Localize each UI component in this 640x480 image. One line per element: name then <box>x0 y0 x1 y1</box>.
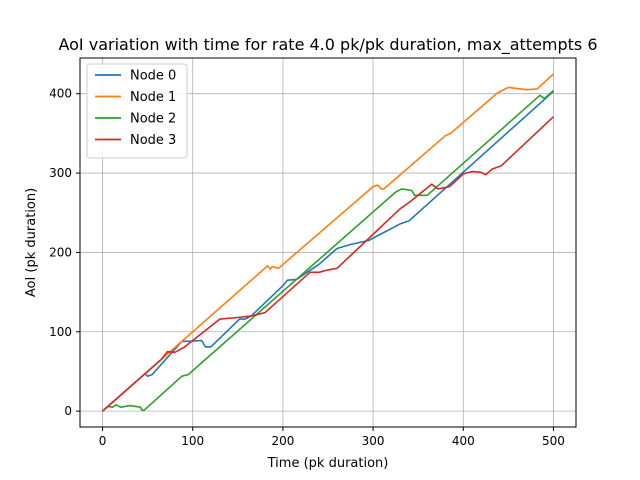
legend-box <box>86 63 188 159</box>
legend-label: Node 1 <box>130 90 176 105</box>
series-group <box>101 73 555 412</box>
x-tick-label: 200 <box>271 434 294 448</box>
legend-label: Node 0 <box>130 69 176 84</box>
x-axis-label: Time (pk duration) <box>267 456 389 471</box>
legend-label: Node 3 <box>130 133 176 148</box>
chart-title: AoI variation with time for rate 4.0 pk/… <box>58 35 597 55</box>
x-tick-label: 300 <box>362 434 385 448</box>
series-line-node-3 <box>101 116 555 412</box>
x-tick-label: 0 <box>99 434 107 448</box>
legend: Node 0 Node 1 Node 2 Node 3 <box>86 63 188 159</box>
x-tick-label: 100 <box>181 434 204 448</box>
y-tick-label: 0 <box>64 404 72 418</box>
plot-frame <box>79 57 577 428</box>
series-line-node-1 <box>101 73 555 412</box>
y-tick-label: 300 <box>49 166 72 180</box>
y-tick-label: 100 <box>49 325 72 339</box>
x-tick-label: 400 <box>452 434 475 448</box>
series-line-node-0 <box>101 90 555 412</box>
legend-label: Node 2 <box>130 112 176 127</box>
y-axis-label: AoI (pk duration) <box>24 188 39 297</box>
x-tick-label: 500 <box>542 434 565 448</box>
series-line-node-2 <box>101 89 555 412</box>
y-tick-label: 200 <box>49 245 72 259</box>
y-tick-label: 400 <box>49 87 72 101</box>
axis-ticks: 0 100 200 300 400 500 0 100 200 300 400 <box>49 87 565 448</box>
grid <box>80 58 576 427</box>
